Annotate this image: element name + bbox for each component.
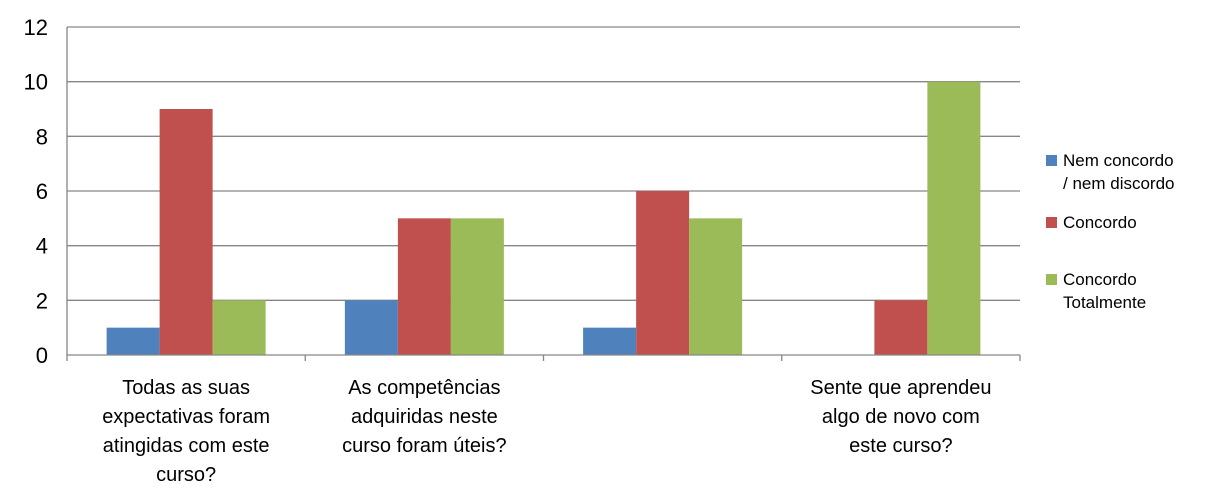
legend-label-2: Concordo — [1063, 213, 1137, 232]
legend-swatch-3 — [1046, 274, 1057, 285]
bar-series-3-category-2 — [450, 218, 504, 355]
bar-series-3-category-1 — [212, 300, 266, 355]
y-tick-label: 12 — [24, 15, 48, 40]
y-tick-label: 6 — [36, 179, 48, 204]
legend-label-3: Concordo — [1063, 270, 1137, 289]
y-tick-label: 8 — [36, 124, 48, 149]
category-label: As competências — [348, 377, 500, 399]
category-label: curso foram úteis? — [342, 435, 507, 457]
bars — [106, 81, 981, 356]
category-label: algo de novo com — [822, 406, 980, 428]
legend: Nem concordo / nem discordo Concordo Concor… — [1046, 151, 1175, 312]
legend-label-1: Nem concordo — [1063, 151, 1174, 170]
legend-swatch-2 — [1046, 217, 1057, 228]
y-tick-label: 0 — [36, 343, 48, 368]
gridlines — [67, 26, 1020, 301]
category-label: este curso? — [849, 435, 952, 457]
bar-series-1-category-1 — [106, 327, 160, 355]
y-tick-labels: 0 2 4 6 8 10 12 — [24, 15, 48, 368]
category-label: expectativas foram — [102, 406, 270, 428]
y-tick-label: 2 — [36, 288, 48, 313]
bar-series-2-category-3 — [636, 191, 690, 355]
bar-series-3-category-3 — [689, 218, 743, 355]
category-label: curso? — [156, 464, 216, 486]
legend-swatch-1 — [1046, 155, 1057, 166]
legend-label-3: Totalmente — [1063, 293, 1146, 312]
bar-series-2-category-4 — [874, 300, 928, 355]
y-tick-label: 4 — [36, 234, 48, 259]
category-label: Todas as suas — [122, 377, 250, 399]
category-labels: Todas as suas expectativas foram atingidas… — [102, 377, 991, 486]
legend-label-1: / nem discordo — [1063, 174, 1175, 193]
bar-series-1-category-3 — [583, 327, 637, 355]
category-label: adquiridas neste — [351, 406, 498, 428]
axes — [66, 27, 1021, 361]
bar-series-3-category-4 — [927, 81, 981, 356]
category-label: Sente que aprendeu — [810, 377, 991, 399]
bar-series-1-category-2 — [344, 300, 398, 355]
category-label: atingidas com este — [103, 435, 270, 457]
bar-series-2-category-2 — [397, 218, 451, 355]
y-tick-label: 10 — [24, 70, 48, 95]
bar-series-2-category-1 — [159, 109, 213, 355]
